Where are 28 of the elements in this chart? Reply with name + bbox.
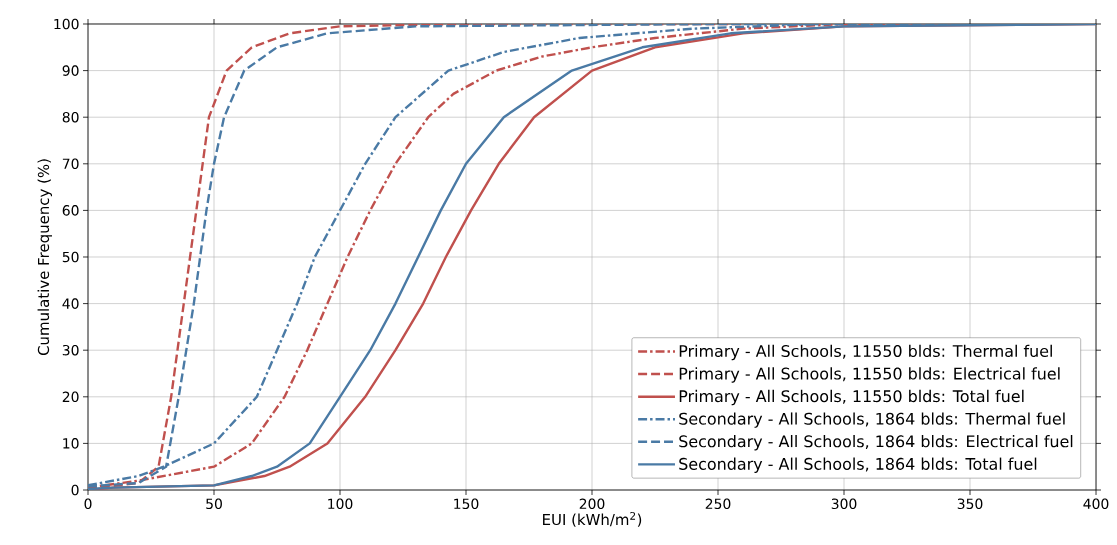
y-tick-label: 30 — [62, 344, 79, 356]
legend-label: Primary - All Schools, 11550 blds: Electrical fuel — [679, 367, 1060, 383]
x-tick-label: 50 — [206, 498, 222, 510]
x-tick-label: 400 — [1083, 498, 1109, 510]
legend-label: Primary - All Schools, 11550 blds: Total fuel — [679, 389, 1024, 406]
x-tick-label: 300 — [831, 498, 857, 510]
legend-label: Secondary - All Schools, 1864 blds: Total fuel — [679, 457, 1037, 473]
y-tick-label: 40 — [62, 298, 79, 309]
x-tick-label: 0 — [84, 498, 92, 510]
legend-label: Primary - All Schools, 11550 blds: Thermal fuel — [679, 344, 1052, 361]
y-tick-label: 0 — [71, 484, 79, 496]
x-tick-label: 250 — [705, 498, 731, 510]
y-tick-label: 100 — [54, 18, 79, 30]
x-tick-label: 350 — [957, 498, 983, 510]
legend-label: Secondary - All Schools, 1864 blds: Thermal fuel — [679, 412, 1065, 428]
x-tick-label: 100 — [328, 498, 353, 510]
y-tick-label: 80 — [62, 111, 79, 123]
y-tick-label: 90 — [62, 65, 79, 76]
x-tick-label: 200 — [579, 498, 605, 510]
y-tick-label: 60 — [62, 205, 79, 216]
y-tick-label: 20 — [62, 391, 79, 403]
legend-label: Secondary - All Schools, 1864 blds: Electrical fuel — [679, 435, 1073, 451]
y-tick-label: 50 — [62, 251, 79, 263]
x-axis-title: EUI (kWh/m$^{2}$) — [543, 511, 642, 527]
y-tick-label: 10 — [63, 438, 79, 449]
y-tick-label: 70 — [62, 158, 79, 170]
x-tick-label: 150 — [454, 498, 479, 510]
y-axis-title: Cumulative Frequency (%) — [37, 159, 53, 356]
